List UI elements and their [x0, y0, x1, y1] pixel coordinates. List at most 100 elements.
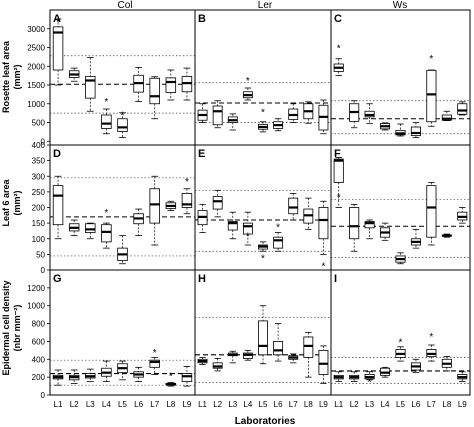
x-tick-label: L2 — [350, 400, 359, 409]
outlier-marker: * — [337, 193, 341, 204]
x-tick-label: L3 — [228, 400, 237, 409]
panel-d: * * D — [49, 144, 196, 271]
x-tick-label: L7 — [289, 400, 298, 409]
outlier-marker: * — [337, 44, 341, 55]
outlier-marker: * — [276, 222, 280, 233]
y-tick-label: 400 — [32, 355, 46, 364]
x-tick-label: L2 — [70, 400, 79, 409]
panel-label: F — [334, 148, 341, 160]
box-l9 — [457, 103, 468, 115]
box-l7 — [426, 69, 437, 123]
x-tick-label: L6 — [274, 400, 283, 409]
x-tick-label: L8 — [304, 400, 313, 409]
box-l7 — [149, 359, 160, 368]
box-l5 — [117, 118, 128, 132]
panel-label: I — [334, 273, 337, 285]
panel-label: E — [198, 148, 205, 160]
y-tick-label: 400 — [32, 141, 46, 150]
outlier-marker: * — [56, 17, 60, 28]
x-tick-label: L7 — [427, 400, 436, 409]
x-tick-label: L9 — [319, 400, 328, 409]
panel-f: *F — [330, 144, 471, 271]
x-tick-label: L9 — [182, 400, 191, 409]
outlier-marker: * — [246, 232, 250, 243]
panel-label: H — [198, 273, 206, 285]
box-l3 — [364, 221, 375, 229]
panel-frame — [330, 269, 471, 396]
y-tick-label: 1000 — [27, 302, 45, 311]
outlier-marker: * — [261, 254, 265, 265]
column-header-ler: Ler — [258, 0, 273, 11]
x-tick-label: L1 — [54, 400, 63, 409]
row1-ylabel-line2: (mm²) — [12, 65, 22, 90]
panel-label: A — [53, 13, 61, 25]
x-tick-label: L5 — [396, 400, 405, 409]
outlier-marker: * — [121, 110, 125, 121]
column-header-ws: Ws — [393, 0, 407, 11]
y-tick-label: 2500 — [27, 44, 45, 53]
box-l1 — [333, 158, 344, 183]
y-tick-label: 150 — [32, 219, 46, 228]
x-tick-label: L1 — [334, 400, 343, 409]
x-tick-label: L4 — [102, 400, 111, 409]
y-tick-label: 200 — [32, 373, 46, 382]
x-tick-label: L3 — [86, 400, 95, 409]
y-tick-label: 200 — [32, 204, 46, 213]
y-tick-label: 3000 — [27, 25, 45, 34]
outlier-marker: * — [429, 54, 433, 65]
y-tick-label: 600 — [32, 337, 46, 346]
box-l3 — [85, 223, 96, 233]
x-tick-label: L4 — [243, 400, 252, 409]
box-l3 — [227, 221, 238, 231]
box-l4 — [101, 224, 112, 243]
outlier-marker: * — [368, 378, 372, 389]
x-tick-label: L1 — [198, 400, 207, 409]
box-l8 — [303, 336, 314, 358]
panel-label: D — [53, 148, 61, 160]
x-tick-label: L7 — [150, 400, 159, 409]
y-tick-label: 1500 — [27, 81, 45, 90]
x-tick-label: L9 — [458, 400, 467, 409]
y-tick-label: 800 — [32, 320, 46, 329]
x-tick-label: L5 — [118, 400, 127, 409]
outlier-marker: * — [169, 371, 173, 382]
box-l5 — [258, 320, 268, 356]
panel-e: * * * * E — [194, 144, 332, 272]
panel-label: B — [198, 13, 206, 25]
row1-ylabel-line1: Rosette leaf area — [1, 40, 11, 113]
y-tick-label: 1200 — [27, 284, 45, 293]
y-tick-label: 50 — [36, 250, 45, 259]
box-l8 — [441, 114, 452, 121]
box-l4 — [242, 222, 253, 235]
row2-ylabel-line1: Leaf 6 area — [1, 178, 11, 226]
x-axis-label: Laboratories — [235, 416, 296, 427]
column-header-col: Col — [117, 0, 132, 11]
outlier-marker: * — [429, 332, 433, 343]
x-tick-label: L6 — [134, 400, 143, 409]
box-l2 — [212, 196, 223, 210]
panel-b: * * B — [194, 9, 332, 146]
box-l2 — [349, 207, 360, 240]
y-tick-label: 100 — [32, 235, 46, 244]
box-l7 — [288, 197, 299, 215]
box-l3 — [85, 75, 96, 99]
y-tick-label: 300 — [32, 172, 46, 181]
x-tick-label: L4 — [381, 400, 390, 409]
box-l9 — [318, 207, 329, 240]
outlier-marker: * — [185, 177, 189, 188]
outlier-marker: * — [153, 348, 157, 359]
box-l8 — [165, 77, 177, 93]
box-l2 — [212, 105, 223, 126]
panel-i: L1 L2 * L3 L4 * L5 L6 * L7 L8 L9 I — [330, 269, 471, 409]
box-l6 — [410, 126, 421, 137]
panel-g: L1 L2 L3 L4 L5 L6 * L7 * L8 L9 G — [49, 269, 196, 409]
panel-a: ***A — [49, 9, 196, 146]
row2-ylabel-line2: (mm²) — [12, 191, 22, 216]
x-tick-label: L5 — [259, 400, 268, 409]
row3-ylabel-line2: (nbr mm⁻²) — [12, 305, 22, 352]
box-l9 — [318, 349, 329, 375]
box-l9 — [181, 193, 193, 208]
box-l7 — [149, 188, 160, 224]
y-tick-label: 0 — [41, 137, 46, 146]
